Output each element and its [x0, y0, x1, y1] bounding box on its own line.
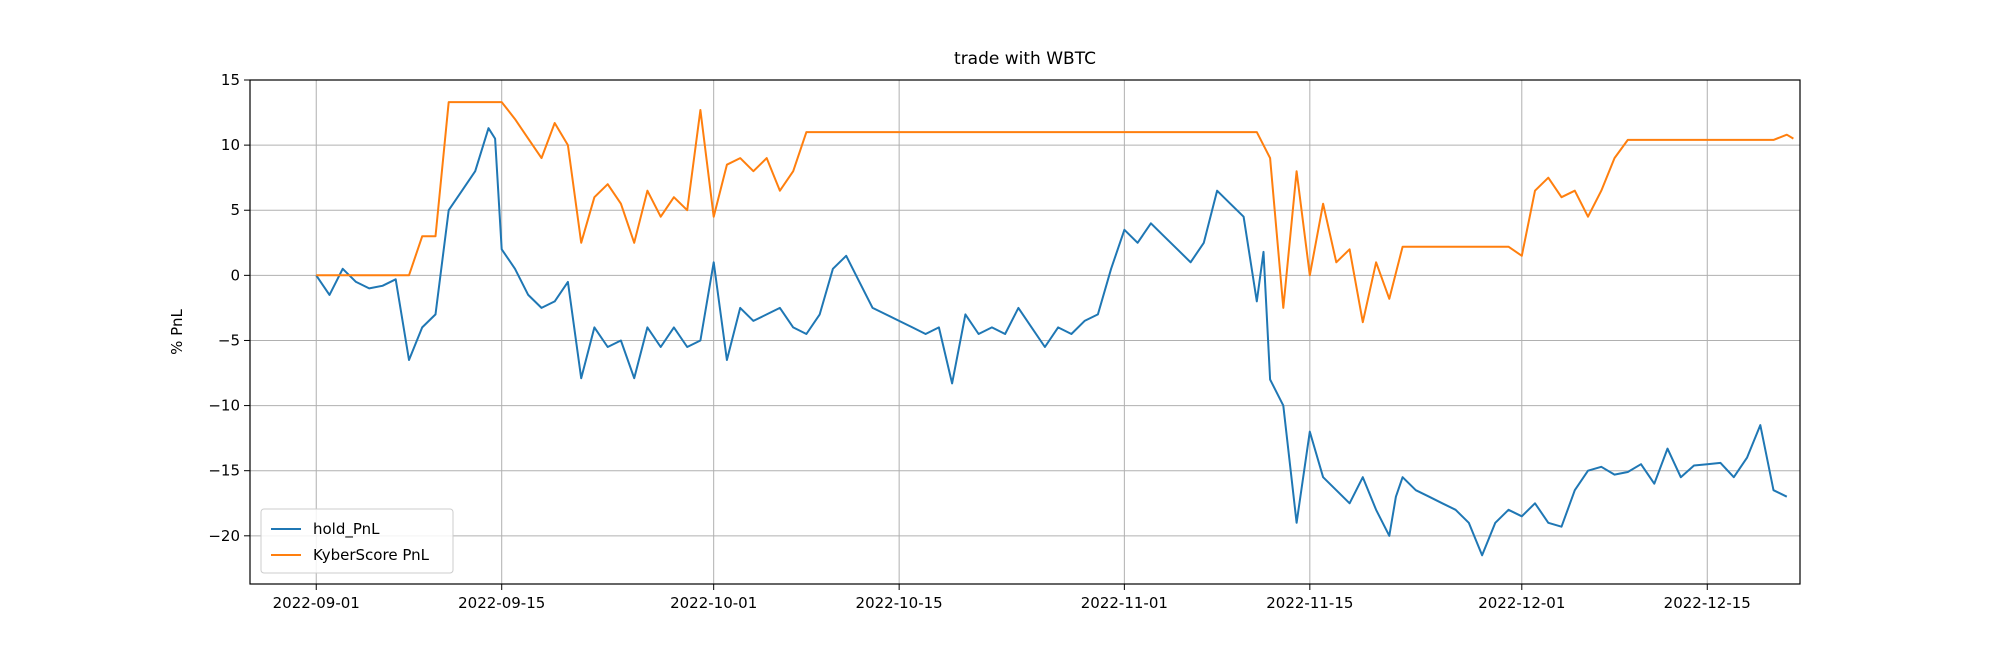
chart-title: trade with WBTC	[954, 49, 1096, 69]
legend-label: hold_PnL	[313, 520, 380, 539]
y-axis-label: % PnL	[168, 309, 186, 355]
y-tick-label: −20	[208, 527, 240, 545]
y-tick-label: 15	[221, 71, 240, 89]
y-tick-label: 0	[230, 266, 240, 284]
x-tick-label: 2022-11-15	[1266, 594, 1353, 612]
x-tick-label: 2022-12-01	[1478, 594, 1565, 612]
plot-area-frame	[249, 79, 1801, 585]
y-axis: 15 10 5 0 −5 −10 −15 −20	[208, 71, 250, 545]
y-tick-label: 10	[221, 136, 240, 154]
x-axis: 2022-09-01 2022-09-15 2022-10-01 2022-10-15…	[273, 584, 1751, 612]
legend: hold_PnL KyberScore PnL	[260, 508, 454, 574]
series-layer	[315, 101, 1794, 557]
legend-box	[260, 508, 454, 574]
y-tick-label: −5	[218, 331, 240, 349]
x-tick-label: 2022-09-01	[273, 594, 360, 612]
legend-label: KyberScore PnL	[313, 546, 430, 564]
x-tick-label: 2022-10-15	[856, 594, 943, 612]
x-tick-label: 2022-12-15	[1664, 594, 1751, 612]
y-tick-label: 5	[230, 201, 240, 219]
y-tick-label: −10	[208, 397, 240, 415]
x-tick-label: 2022-09-15	[458, 594, 545, 612]
series-line-kyberscore-pnl	[316, 101, 1794, 324]
x-tick-label: 2022-10-01	[670, 594, 757, 612]
series-line-hold-pnl	[315, 127, 1788, 557]
y-tick-label: −15	[208, 462, 240, 480]
x-tick-label: 2022-11-01	[1081, 594, 1168, 612]
